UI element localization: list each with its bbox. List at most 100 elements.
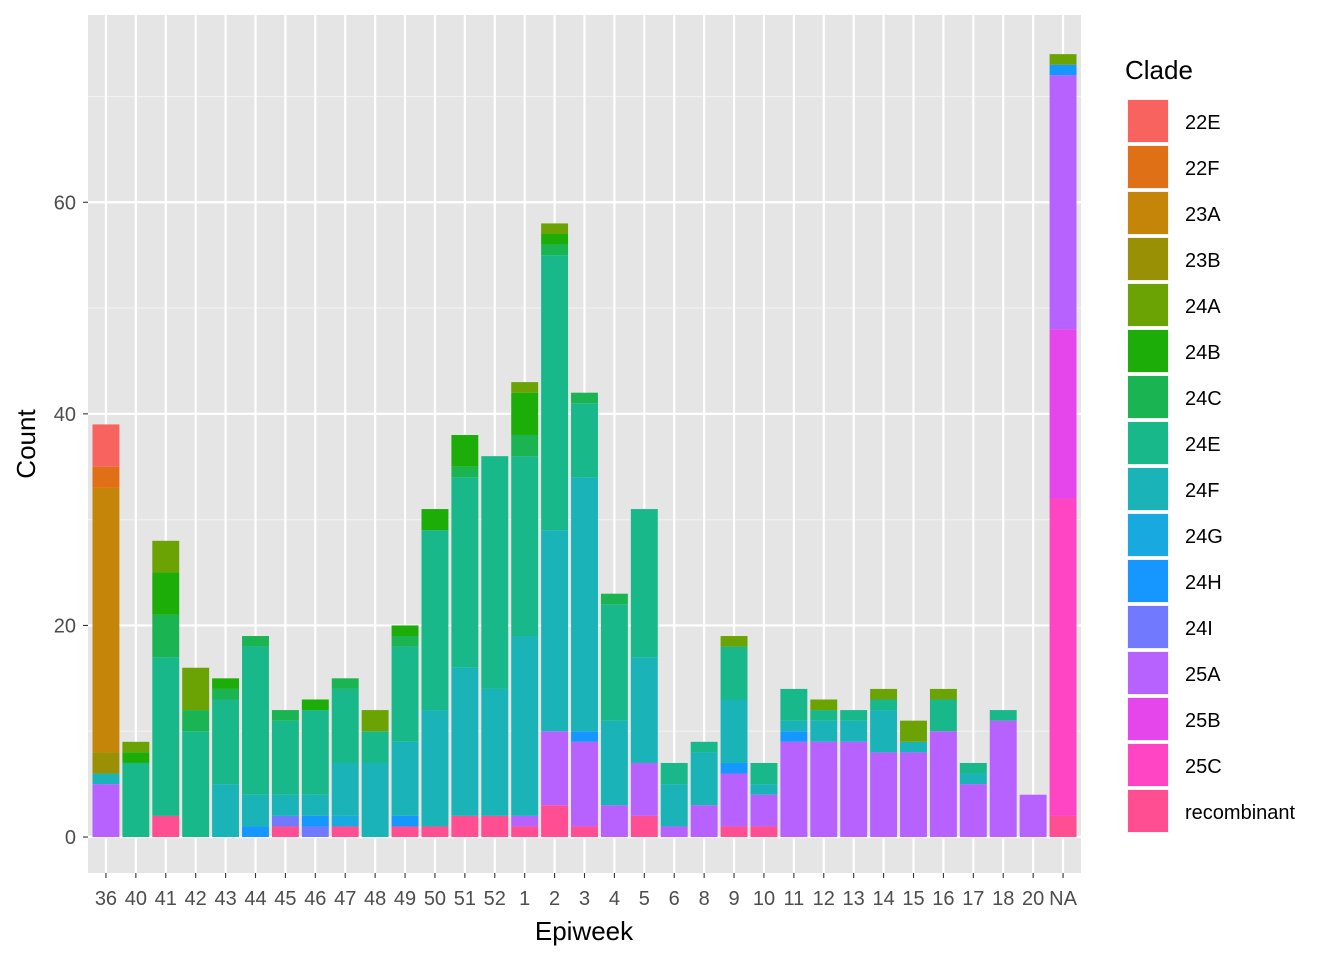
legend: Clade 22E 22F 23A 23B 24A 24B 24C 24E 24F 24G 24H 2… bbox=[1125, 55, 1296, 833]
bar-segment-3-24E bbox=[571, 403, 598, 478]
legend-swatch-24G bbox=[1128, 514, 1168, 556]
legend-swatch-25C bbox=[1128, 744, 1168, 786]
x-tick-label: 46 bbox=[304, 888, 326, 910]
bar-segment-45-24F bbox=[271, 794, 299, 816]
bar-segment-14-25A bbox=[870, 752, 898, 838]
bar-segment-51-24C bbox=[451, 466, 479, 478]
bar-segment-10-recombinant bbox=[750, 826, 778, 838]
bar-segment-10-25A bbox=[750, 794, 778, 827]
legend-swatch-22F bbox=[1128, 146, 1168, 188]
x-tick-label: 4 bbox=[609, 888, 620, 910]
bar-segment-16-24E bbox=[929, 699, 957, 732]
bar-segment-3-24H bbox=[571, 731, 598, 742]
bar-segment-4-25A bbox=[600, 805, 628, 838]
bar-segment-15-25A bbox=[900, 752, 927, 838]
bar-segment-NA-25C bbox=[1049, 498, 1077, 816]
legend-swatch-24E bbox=[1128, 422, 1168, 464]
bar-segment-51-recombinant bbox=[451, 815, 479, 838]
x-tick-label: 16 bbox=[932, 888, 954, 910]
bar-segment-12-24F bbox=[810, 720, 838, 742]
legend-swatch-25B bbox=[1128, 698, 1168, 740]
bar-segment-10-24E bbox=[750, 762, 778, 785]
legend-label: 25C bbox=[1185, 756, 1222, 778]
bar-segment-44-24C bbox=[242, 636, 269, 647]
legend-label: 22E bbox=[1185, 112, 1221, 134]
legend-swatch-24A bbox=[1128, 284, 1168, 326]
bar-segment-44-24H bbox=[242, 826, 269, 838]
y-axis-title: Count bbox=[11, 409, 41, 479]
x-tick-label: 48 bbox=[364, 888, 386, 910]
x-axis: 36 40 41 42 43 44 45 46 47 48 49 50 51 52 1 2 3 4 5 6 8 9 10 11… bbox=[95, 873, 1078, 910]
x-tick-label: 10 bbox=[753, 888, 775, 910]
bar-segment-44-24F bbox=[242, 794, 269, 827]
bar-segment-3-24C bbox=[571, 392, 598, 404]
bar-segment-2-24F bbox=[541, 530, 569, 732]
bar-segment-49-24F bbox=[391, 741, 419, 816]
bar-segment-40-24E bbox=[122, 762, 150, 838]
x-tick-label: 40 bbox=[125, 888, 147, 910]
x-tick-label: 52 bbox=[484, 888, 506, 910]
bar-segment-11-24H bbox=[780, 731, 808, 742]
legend-label: 24A bbox=[1185, 296, 1221, 318]
bar-segment-6-24F bbox=[660, 784, 688, 827]
bar-segment-50-recombinant bbox=[421, 826, 449, 838]
bar-segment-42-24A bbox=[182, 667, 210, 711]
bar-segment-9-25A bbox=[720, 773, 748, 827]
bar-segment-45-24E bbox=[271, 720, 299, 795]
bar-segment-5-24F bbox=[630, 657, 658, 763]
legend-title: Clade bbox=[1125, 55, 1193, 85]
bar-segment-48-24E bbox=[361, 731, 389, 763]
bar-segment-52-24E bbox=[481, 456, 509, 689]
x-tick-label: 41 bbox=[155, 888, 177, 910]
x-tick-label: 1 bbox=[519, 888, 530, 910]
bar-segment-41-recombinant bbox=[152, 815, 180, 838]
bar-segment-12-25A bbox=[810, 741, 838, 838]
x-tick-label: 50 bbox=[424, 888, 446, 910]
bar-segment-12-24E bbox=[810, 710, 838, 721]
bar-segment-42-24C bbox=[182, 710, 210, 732]
x-tick-label: 3 bbox=[579, 888, 590, 910]
bar-segment-9-24H bbox=[720, 762, 748, 774]
bar-segment-4-24C bbox=[600, 593, 628, 605]
bar-segment-51-24B bbox=[451, 435, 479, 467]
legend-label: 24B bbox=[1185, 342, 1221, 364]
bar-segment-52-recombinant bbox=[481, 815, 509, 838]
x-tick-label: 14 bbox=[872, 888, 894, 910]
x-tick-label: 51 bbox=[454, 888, 476, 910]
legend-swatch-23A bbox=[1128, 192, 1168, 234]
bar-segment-13-25A bbox=[840, 741, 868, 838]
legend-swatch-24I bbox=[1128, 606, 1168, 648]
x-tick-label: 12 bbox=[813, 888, 835, 910]
bar-segment-1-25A bbox=[511, 815, 539, 827]
bar-segment-40-24A bbox=[122, 741, 150, 753]
legend-label: recombinant bbox=[1185, 802, 1296, 824]
bar-segment-6-25A bbox=[660, 826, 688, 838]
bar-segment-46-24H bbox=[301, 815, 329, 827]
x-tick-label: 9 bbox=[728, 888, 739, 910]
bar-segment-NA-24A bbox=[1049, 54, 1077, 65]
legend-swatch-24C bbox=[1128, 376, 1168, 418]
bar-segment-50-24E bbox=[421, 530, 449, 711]
bar-segment-9-recombinant bbox=[720, 826, 748, 838]
bar-segment-12-24A bbox=[810, 699, 838, 711]
bar-segment-14-24A bbox=[870, 688, 898, 700]
bar-segment-46-24B bbox=[301, 699, 329, 711]
x-tick-label: 15 bbox=[902, 888, 924, 910]
x-tick-label: 44 bbox=[244, 888, 266, 910]
bar-segment-1-recombinant bbox=[511, 826, 539, 838]
legend-label: 24H bbox=[1185, 572, 1222, 594]
bar-segment-50-24B bbox=[421, 509, 449, 531]
bar-segment-13-24E bbox=[840, 710, 868, 721]
bar-segment-9-24A bbox=[720, 636, 748, 647]
bar-segment-43-24B bbox=[212, 678, 240, 689]
bar-segment-5-24E bbox=[630, 509, 658, 658]
bar-segment-NA-recombinant bbox=[1049, 815, 1077, 838]
bar-segment-14-24E bbox=[870, 699, 898, 711]
legend-label: 24G bbox=[1185, 526, 1223, 548]
bar-segment-17-24F bbox=[959, 773, 987, 785]
bar-segment-16-25A bbox=[929, 731, 957, 838]
bar-segment-1-24B bbox=[511, 392, 539, 436]
x-tick-label: 45 bbox=[274, 888, 296, 910]
bar-segment-47-24F bbox=[331, 762, 359, 816]
